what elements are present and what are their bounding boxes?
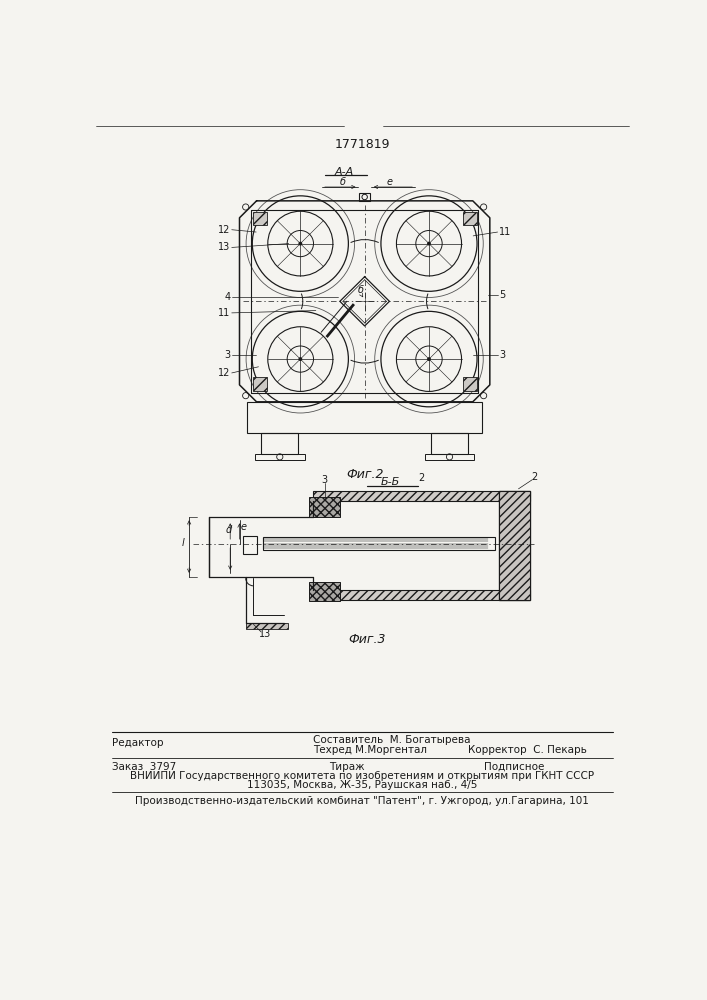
Text: 11: 11 (499, 227, 511, 237)
Text: 13: 13 (218, 242, 230, 252)
Text: 3: 3 (224, 350, 230, 360)
Bar (261, 433, 298, 454)
Text: 3: 3 (499, 350, 506, 360)
Text: Фиг.2: Фиг.2 (346, 468, 383, 481)
Text: Подписное: Подписное (484, 762, 544, 772)
Text: 113035, Москва, Ж-35, Раушская наб., 4/5: 113035, Москва, Ж-35, Раушская наб., 4/5 (247, 780, 477, 790)
Text: Фиг.3: Фиг.3 (349, 633, 386, 646)
Bar (252, 377, 267, 391)
Text: 1771819: 1771819 (334, 138, 390, 151)
Bar (309, 497, 340, 517)
Text: Заказ  3797: Заказ 3797 (112, 762, 176, 772)
Text: 12: 12 (218, 225, 230, 235)
Text: Тираж: Тираж (329, 762, 364, 772)
Circle shape (298, 242, 303, 246)
Text: е: е (387, 177, 392, 187)
Bar (252, 212, 267, 225)
Bar (255, 454, 305, 460)
Text: ВНИИПИ Государственного комитета по изобретениям и открытиям при ГКНТ СССР: ВНИИПИ Государственного комитета по изоб… (130, 771, 594, 781)
Bar (359, 193, 370, 201)
Text: Корректор  С. Пекарь: Корректор С. Пекарь (468, 745, 587, 755)
Text: 4: 4 (224, 292, 230, 302)
Bar (462, 212, 477, 225)
Bar (313, 491, 530, 501)
Text: Техред М.Моргентал: Техред М.Моргентал (313, 745, 427, 755)
Text: 11: 11 (218, 308, 230, 318)
Text: d: d (226, 525, 232, 535)
Bar (246, 623, 288, 629)
Bar (309, 582, 340, 601)
Text: Производственно-издательский комбинат "Патент", г. Ужгород, ул.Гагарина, 101: Производственно-издательский комбинат "П… (135, 796, 589, 806)
Text: 2: 2 (531, 472, 537, 482)
Text: А-А: А-А (334, 167, 354, 177)
Bar (431, 433, 468, 454)
Bar (313, 590, 530, 600)
Circle shape (298, 357, 303, 361)
Circle shape (427, 242, 431, 246)
Text: Составитель  М. Богатырева: Составитель М. Богатырева (313, 735, 471, 745)
Text: е: е (240, 522, 246, 532)
Bar (247, 402, 482, 433)
Circle shape (427, 357, 431, 361)
Bar (462, 377, 477, 391)
Bar (425, 454, 474, 460)
Text: 13: 13 (259, 629, 271, 639)
Text: 3: 3 (322, 475, 328, 485)
Text: l: l (182, 538, 185, 548)
Bar (263, 537, 495, 550)
Text: 2: 2 (419, 473, 425, 483)
Text: б: б (340, 177, 346, 187)
Text: Б-Б: Б-Б (381, 477, 400, 487)
Text: 5: 5 (499, 290, 506, 300)
Bar (499, 491, 530, 600)
Bar (499, 491, 530, 600)
Text: б: б (358, 285, 364, 295)
Text: Редактор: Редактор (112, 738, 163, 748)
Bar (243, 536, 257, 554)
Text: 12: 12 (218, 368, 230, 378)
